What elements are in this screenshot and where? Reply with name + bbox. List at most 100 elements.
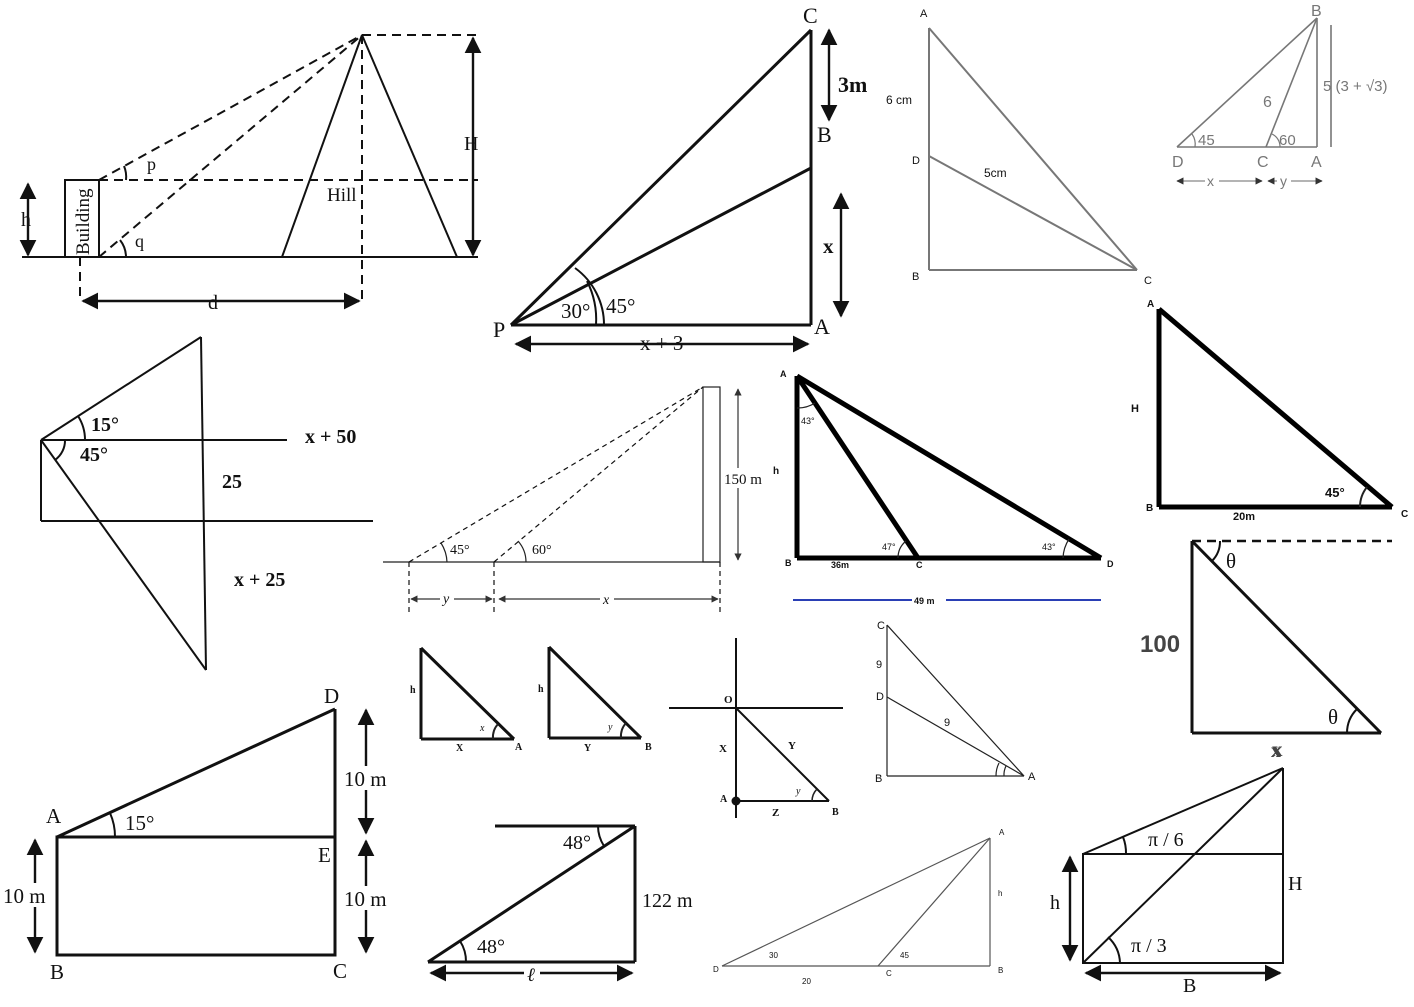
X-label: X: [719, 743, 727, 755]
vertex-D: D: [1172, 154, 1184, 171]
Y-label: Y: [584, 743, 592, 754]
H-label: H: [464, 133, 478, 155]
left-10m: 10 m: [3, 884, 46, 908]
angle-45: 45°: [80, 444, 108, 466]
height-150m: 150 m: [724, 472, 762, 488]
da-9: 9: [944, 717, 950, 729]
figure-cdba-9: C D B A 9 9: [875, 620, 1036, 785]
height-100: 100: [1140, 631, 1180, 658]
angle-48-top: 48°: [563, 832, 591, 854]
B-label: B: [1183, 975, 1196, 997]
angle-15: 15°: [91, 414, 119, 436]
l-label: ℓ: [527, 965, 535, 986]
building-label: Building: [73, 188, 94, 255]
angle-p-label: p: [147, 154, 156, 174]
vertex-C: C: [1144, 275, 1152, 287]
figure-building-abcde: A B C D E 15° 10 m 10 m 10 m: [2, 684, 391, 984]
y-label: y: [441, 592, 450, 607]
figure-pi-angles: π / 6 π / 3 h H B x: [1050, 740, 1302, 997]
x-label: x: [1272, 737, 1283, 761]
vertex-A: A: [1028, 771, 1036, 783]
vertex-D: D: [876, 691, 884, 703]
base-20m: 20m: [1233, 511, 1255, 523]
height-122m: 122 m: [642, 890, 693, 912]
figure-small-triangle-b: h Y B y: [538, 645, 652, 754]
building-rect: [1082, 853, 1284, 964]
angle-60: 60°: [532, 543, 552, 558]
h-label: h: [410, 685, 416, 696]
d-label: d: [208, 292, 218, 314]
vertex-B: B: [817, 122, 832, 147]
h-label: h: [538, 684, 544, 695]
dist-49m: 49 m: [914, 596, 935, 606]
vertex-C: C: [1257, 154, 1269, 171]
cd-9: 9: [876, 659, 882, 671]
angle-43-D: 43°: [1042, 542, 1056, 552]
dist-36m: 36m: [831, 560, 849, 570]
figure-o-axis: O X Y A Z B y: [669, 638, 843, 819]
angle-30: 30: [769, 951, 778, 960]
height-label: 5 (3 + √3): [1323, 78, 1388, 95]
vertex-C: C: [1401, 509, 1408, 520]
vertex-O: O: [724, 694, 733, 706]
dist-20: 20: [802, 977, 811, 986]
h-label: h: [998, 889, 1002, 898]
building-rect: [64, 179, 100, 258]
vertex-B: B: [1146, 503, 1153, 514]
Y-label: Y: [788, 740, 796, 752]
vertex-B: B: [875, 773, 882, 785]
figure-100-theta: θ θ 100 x: [1140, 539, 1392, 761]
x-plus-50: x + 50: [305, 426, 356, 448]
x-label: x: [823, 234, 834, 258]
vertex-D: D: [324, 684, 339, 708]
angle-pi6: π / 6: [1148, 829, 1184, 851]
vertex-A: A: [720, 794, 728, 805]
X-label: X: [456, 743, 464, 754]
angle-x: x: [479, 723, 485, 734]
h-label: h: [773, 466, 779, 477]
hill-left-side: [281, 34, 363, 258]
figure-building-hill: p q Building h Hill H d: [19, 34, 482, 314]
figure-6cm-triangle: A D B C 6 cm 5cm: [886, 8, 1152, 287]
figure-dcba-thin: A B C D h 30 45 20: [713, 828, 1005, 986]
angle-45: 45: [900, 951, 909, 960]
hill-label: Hill: [327, 185, 357, 206]
tower-rect: [702, 386, 721, 563]
vertex-B: B: [785, 558, 792, 568]
right-bottom-10m: 10 m: [344, 887, 387, 911]
figure-pab-triangle: C B A P 3m x 30° 45° x + 3: [493, 3, 867, 355]
angle-y: y: [795, 786, 801, 797]
vertex-D: D: [1107, 559, 1114, 569]
figure-h-20m: A B C H 20m 45°: [1131, 299, 1408, 523]
figure-49m-triangle: A B C D h 43° 47° 43° 36m 49 m: [773, 369, 1114, 607]
Z-label: Z: [772, 807, 779, 819]
angle-45: 45°: [450, 543, 470, 558]
building-rect: [55, 835, 337, 957]
hill-right-side: [361, 34, 458, 258]
angle-45: 45: [1198, 132, 1215, 149]
figure-tower-150m: 45° 60° 150 m y x: [383, 386, 763, 612]
angle-45: 45°: [1325, 485, 1345, 500]
vertex-B: B: [912, 271, 919, 283]
vertex-A: A: [780, 369, 787, 379]
vertex-D: D: [713, 965, 719, 974]
vertex-A: A: [515, 742, 523, 753]
vertex-A: A: [920, 8, 928, 20]
H-label: H: [1288, 873, 1302, 895]
vertex-C: C: [886, 969, 892, 978]
x-label: x: [1271, 740, 1281, 762]
angle-15: 15°: [125, 811, 154, 835]
height-25: 25: [222, 471, 242, 493]
x-label: x: [1207, 173, 1214, 189]
vertex-C: C: [333, 959, 347, 983]
angle-48-bottom: 48°: [477, 936, 505, 958]
x-plus-25: x + 25: [234, 569, 285, 591]
5cm-label: 5cm: [984, 166, 1007, 180]
base-label: x + 3: [640, 331, 683, 355]
vertex-B: B: [832, 807, 839, 818]
vertex-A: A: [999, 828, 1005, 837]
theta-top: θ: [1226, 549, 1236, 573]
vertex-B: B: [50, 960, 64, 984]
theta-bottom: θ: [1328, 705, 1338, 729]
